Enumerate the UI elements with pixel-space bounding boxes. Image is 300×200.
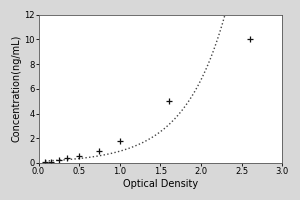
Point xyxy=(56,159,61,162)
Point xyxy=(117,139,122,142)
Y-axis label: Concentration(ng/mL): Concentration(ng/mL) xyxy=(11,35,21,142)
Point xyxy=(248,38,252,41)
X-axis label: Optical Density: Optical Density xyxy=(123,179,198,189)
Point xyxy=(64,156,69,160)
Point xyxy=(97,149,102,152)
Point xyxy=(77,154,82,157)
Point xyxy=(48,160,53,163)
Point xyxy=(43,161,47,164)
Point xyxy=(166,100,171,103)
